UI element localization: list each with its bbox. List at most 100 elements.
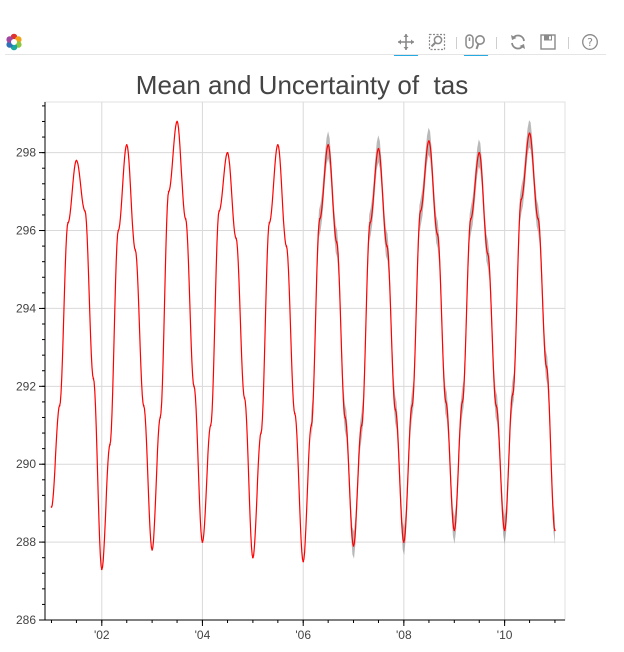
mean-line-segment bbox=[268, 144, 279, 223]
wheel-zoom-tool-button[interactable] bbox=[464, 32, 488, 56]
x-tick-label: '08 bbox=[396, 628, 412, 642]
mean-line-segment bbox=[126, 144, 136, 251]
wheel-zoom-tool-icon bbox=[465, 34, 485, 50]
mean-data-point bbox=[268, 221, 271, 224]
help-tool-button[interactable]: ? bbox=[578, 32, 602, 52]
mean-data-point bbox=[193, 385, 195, 388]
mean-data-point bbox=[436, 233, 439, 236]
mean-line-segment bbox=[176, 121, 187, 220]
mean-data-point bbox=[285, 245, 288, 247]
mean-data-point bbox=[453, 529, 456, 532]
mean-data-point bbox=[201, 541, 204, 543]
mean-line-segment bbox=[336, 242, 346, 418]
mean-data-point bbox=[109, 443, 111, 446]
mean-data-point bbox=[125, 144, 128, 146]
mean-data-point bbox=[360, 424, 363, 427]
mean-line-segment bbox=[151, 417, 161, 551]
reset-tool-icon bbox=[511, 34, 525, 50]
mean-data-point bbox=[545, 366, 548, 368]
mean-series bbox=[50, 120, 556, 571]
y-tick-label: 288 bbox=[16, 535, 36, 549]
mean-line-segment bbox=[235, 238, 246, 399]
mean-data-point bbox=[318, 218, 321, 220]
mean-data-point bbox=[327, 144, 329, 146]
mean-data-point bbox=[184, 218, 187, 220]
y-tick-label: 292 bbox=[16, 379, 36, 393]
mean-data-point bbox=[50, 506, 53, 508]
mean-data-point bbox=[117, 229, 120, 232]
mean-line-segment bbox=[352, 425, 363, 547]
mean-line-segment bbox=[403, 405, 413, 543]
mean-data-point bbox=[293, 412, 296, 415]
y-tick-label: 286 bbox=[16, 613, 36, 627]
mean-data-point bbox=[369, 221, 371, 224]
mean-data-point bbox=[100, 568, 103, 571]
mean-data-point bbox=[520, 198, 522, 201]
toolbar-separator bbox=[496, 37, 497, 49]
y-tick-label: 294 bbox=[16, 301, 36, 315]
mean-data-point bbox=[235, 237, 237, 240]
mean-data-point bbox=[159, 416, 162, 419]
reset-tool-button[interactable] bbox=[506, 32, 530, 52]
x-tick-label: '02 bbox=[94, 628, 110, 642]
save-tool-button[interactable] bbox=[536, 32, 560, 52]
mean-data-point bbox=[151, 549, 153, 551]
mean-data-point bbox=[142, 404, 145, 407]
mean-data-point bbox=[84, 210, 86, 212]
mean-line-segment bbox=[377, 148, 388, 247]
y-tick-label: 290 bbox=[16, 457, 36, 471]
mean-line-segment bbox=[101, 444, 111, 570]
toolbar-separator bbox=[456, 37, 457, 49]
mean-line-segment bbox=[302, 425, 312, 562]
mean-data-point bbox=[495, 404, 498, 407]
mean-data-point bbox=[537, 218, 539, 220]
mean-line-segment bbox=[310, 218, 321, 426]
mean-line-segment bbox=[134, 249, 145, 406]
x-tick-label: '10 bbox=[497, 628, 513, 642]
mean-data-point bbox=[243, 397, 246, 399]
mean-line-segment bbox=[487, 253, 497, 406]
mean-data-point bbox=[277, 144, 279, 146]
save-tool-icon bbox=[540, 34, 556, 50]
y-tick-label: 298 bbox=[16, 146, 36, 160]
mean-line-segment bbox=[252, 432, 262, 558]
mean-line-segment bbox=[92, 378, 103, 570]
mean-line-segment bbox=[327, 144, 338, 243]
mean-data-point bbox=[302, 560, 305, 563]
toolbar-separator bbox=[568, 37, 569, 49]
mean-data-point bbox=[478, 151, 481, 154]
mean-line-segment bbox=[67, 160, 77, 224]
mean-line-segment bbox=[369, 148, 380, 224]
mean-data-point bbox=[344, 416, 346, 419]
mean-data-point bbox=[554, 529, 556, 532]
mean-line-segment bbox=[537, 218, 548, 367]
mean-line-segment bbox=[285, 245, 296, 414]
mean-data-point bbox=[226, 151, 229, 154]
mean-line-segment bbox=[394, 409, 405, 543]
mean-line-segment bbox=[529, 132, 539, 220]
mean-line-segment bbox=[210, 210, 220, 426]
mean-data-point bbox=[470, 218, 472, 220]
mean-line-segment bbox=[470, 152, 480, 220]
pan-tool-button[interactable] bbox=[394, 32, 418, 56]
box-zoom-tool-button[interactable] bbox=[425, 32, 449, 52]
mean-line-segment bbox=[159, 191, 170, 418]
mean-data-point bbox=[335, 241, 338, 244]
mean-line-segment bbox=[84, 210, 94, 379]
axes: 286 288 290 292 294 296 298 '02 '04 '06 '08 '10 bbox=[16, 102, 565, 642]
mean-data-point bbox=[58, 404, 61, 407]
mean-data-point bbox=[528, 132, 531, 134]
mean-data-point bbox=[260, 432, 262, 434]
mean-data-point bbox=[511, 393, 514, 395]
box-zoom-tool-icon bbox=[428, 33, 446, 51]
mean-line-segment bbox=[117, 144, 128, 231]
mean-line-segment bbox=[109, 230, 119, 445]
mean-line-segment bbox=[504, 393, 514, 531]
mean-line-segment bbox=[520, 132, 531, 200]
mean-line-segment bbox=[361, 222, 371, 426]
pan-tool-icon bbox=[398, 34, 414, 50]
mean-line-segment bbox=[495, 405, 506, 531]
mean-data-point bbox=[503, 529, 506, 532]
mean-data-point bbox=[386, 245, 388, 247]
